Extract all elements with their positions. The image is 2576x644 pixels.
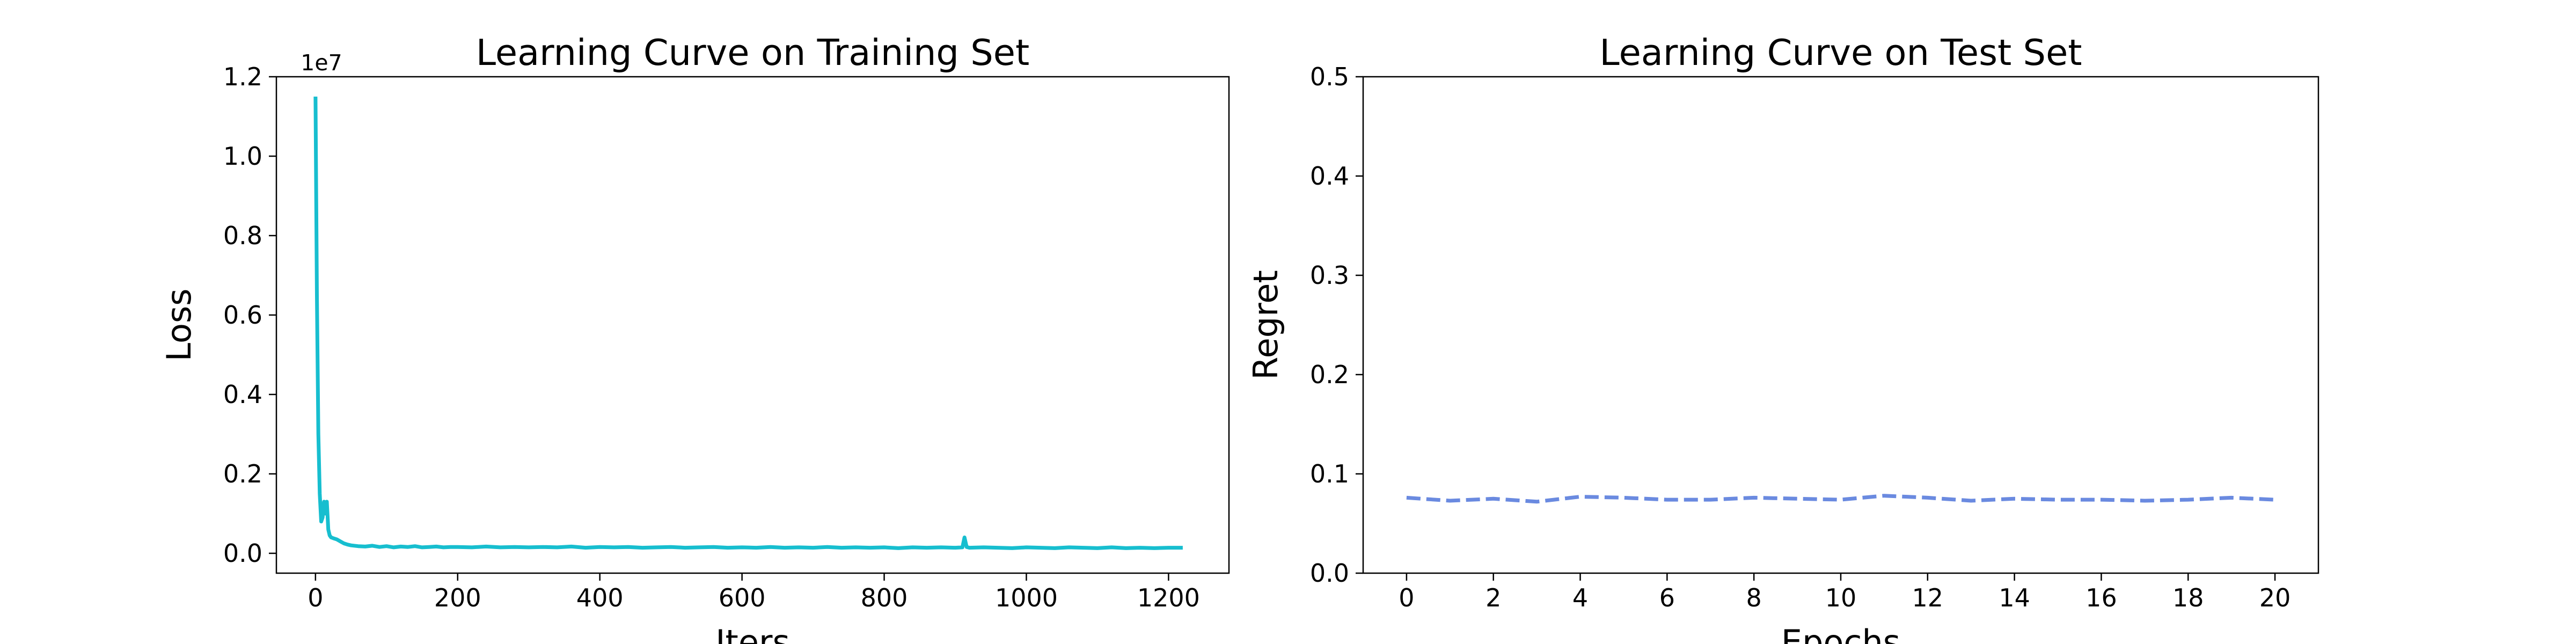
test-plot-marks bbox=[1406, 494, 2275, 504]
train-x-axis-label: Iters bbox=[715, 623, 790, 644]
train-chart: 0 200 400 600 800 1000 1200 0.0 0.2 0.4 0.6 0.8 1.0 1… bbox=[159, 32, 1230, 644]
train-series-line bbox=[313, 96, 1183, 550]
train-y-tick-label: 0.4 bbox=[223, 380, 262, 409]
train-x-tick-label: 600 bbox=[719, 583, 766, 612]
test-ticks: 0 2 4 6 8 10 12 14 16 18 20 0.0 0.1 0.2 0.3 0.4 0.5 bbox=[1310, 62, 2291, 612]
train-y-tick-label: 0.8 bbox=[223, 221, 262, 250]
test-x-tick-label: 4 bbox=[1572, 583, 1588, 612]
test-y-tick-label: 0.1 bbox=[1310, 459, 1349, 488]
test-x-tick-label: 20 bbox=[2259, 583, 2291, 612]
train-y-axis-label: Loss bbox=[159, 289, 199, 362]
train-ticks: 0 200 400 600 800 1000 1200 0.0 0.2 0.4 0.6 0.8 1.0 1… bbox=[223, 62, 1200, 612]
test-y-tick-label: 0.0 bbox=[1310, 559, 1349, 588]
train-y-tick-label: 1.2 bbox=[223, 62, 262, 91]
test-x-tick-label: 18 bbox=[2172, 583, 2204, 612]
test-x-tick-label: 8 bbox=[1746, 583, 1762, 612]
train-x-tick-label: 400 bbox=[576, 583, 624, 612]
test-x-tick-label: 10 bbox=[1825, 583, 1857, 612]
test-y-tick-label: 0.4 bbox=[1310, 162, 1349, 191]
test-chart: 0 2 4 6 8 10 12 14 16 18 20 0.0 0.1 0.2 0.3 0.4 0.5 Lear… bbox=[1246, 32, 2319, 644]
test-x-tick-label: 12 bbox=[1912, 583, 1944, 612]
train-x-tick-label: 1200 bbox=[1137, 583, 1200, 612]
test-y-tick-label: 0.5 bbox=[1310, 62, 1349, 91]
train-axes-frame bbox=[275, 76, 1230, 574]
train-x-tick-label: 200 bbox=[434, 583, 481, 612]
test-chart-title: Learning Curve on Test Set bbox=[1599, 32, 2082, 74]
test-x-tick-label: 6 bbox=[1659, 583, 1675, 612]
train-y-tick-label: 1.0 bbox=[223, 142, 262, 171]
train-y-tick-label: 0.6 bbox=[223, 301, 262, 330]
train-y-tick-label: 0.2 bbox=[223, 459, 262, 488]
test-y-tick-label: 0.2 bbox=[1310, 360, 1349, 389]
train-x-tick-label: 1000 bbox=[995, 583, 1058, 612]
train-plot-marks bbox=[313, 96, 1183, 550]
test-x-tick-label: 0 bbox=[1399, 583, 1414, 612]
test-series-line bbox=[1406, 494, 2275, 504]
train-chart-title: Learning Curve on Training Set bbox=[476, 32, 1030, 74]
test-axes-frame bbox=[1362, 76, 2319, 574]
test-x-tick-label: 16 bbox=[2085, 583, 2117, 612]
test-x-axis-label: Epochs bbox=[1781, 623, 1900, 644]
test-y-tick-label: 0.3 bbox=[1310, 261, 1349, 290]
test-x-tick-label: 2 bbox=[1485, 583, 1501, 612]
train-y-offset-label: 1e7 bbox=[301, 50, 342, 76]
train-x-tick-label: 0 bbox=[308, 583, 323, 612]
train-x-tick-label: 800 bbox=[861, 583, 908, 612]
train-y-tick-label: 0.0 bbox=[223, 539, 262, 568]
test-y-axis-label: Regret bbox=[1246, 270, 1285, 379]
test-x-tick-label: 14 bbox=[1999, 583, 2030, 612]
